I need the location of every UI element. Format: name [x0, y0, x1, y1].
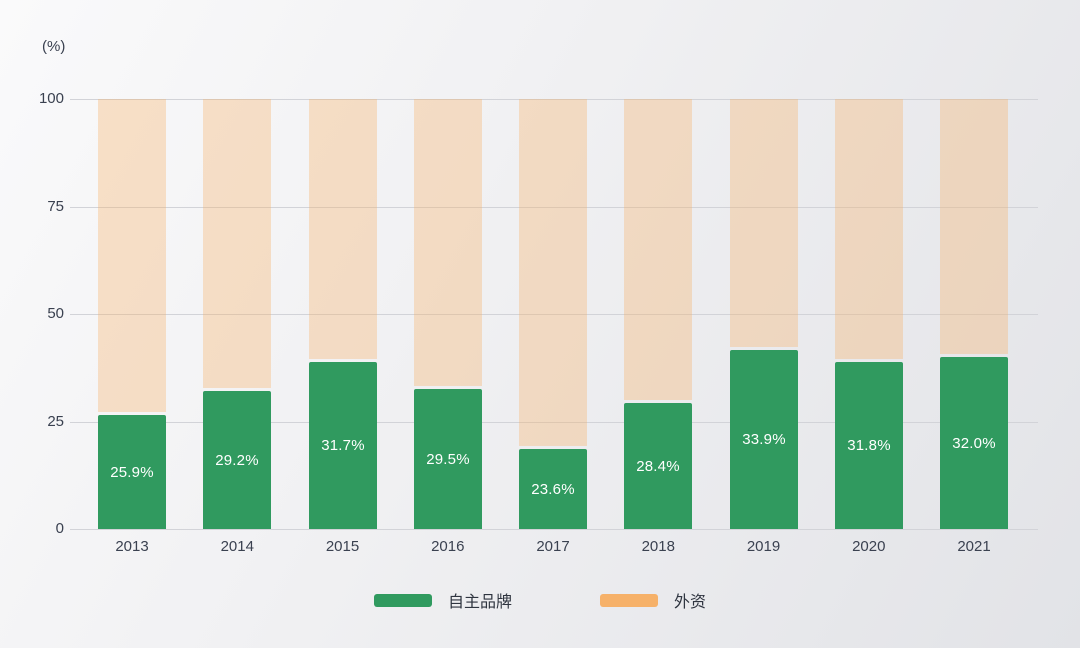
bar-value-label-2018: 28.4%	[636, 457, 680, 475]
gridline-25	[70, 421, 1038, 423]
domestic-bar-segment-2017: 23.6%	[519, 449, 587, 529]
plot-area: 25.9% 29.2% 31.7% 29.5% 23.6% 28.4% 33.9% 31.8%…	[70, 99, 1038, 530]
gridline-75	[70, 206, 1038, 208]
bar-value-label-2019: 33.9%	[742, 431, 786, 448]
domestic-bar-segment-2013: 25.9%	[98, 415, 166, 529]
domestic-bar-segment-2019: 33.9%	[730, 350, 798, 529]
domestic-bar-segment-2016: 29.5%	[414, 389, 482, 529]
y-tick-label-0: 0	[55, 520, 64, 537]
gridline-0	[70, 529, 1038, 530]
legend-item-foreign: 外资	[600, 588, 706, 612]
domestic-bar-segment-2014: 29.2%	[203, 391, 271, 529]
gridline-100	[70, 99, 1038, 100]
foreign-bar-segment-2017	[519, 99, 587, 446]
foreign-bar-segment-2021	[940, 99, 1008, 354]
foreign-bar-segment-2014	[203, 99, 271, 388]
gridline-50	[70, 314, 1038, 315]
foreign-bar-segment-2016	[414, 99, 482, 386]
bar-value-label-2020: 31.8%	[847, 437, 891, 454]
x-axis-label-2013: 2013	[115, 538, 149, 555]
x-axis-label-2017: 2017	[536, 538, 570, 555]
y-tick-label-100: 100	[38, 90, 64, 107]
bar-value-label-2015: 31.7%	[321, 437, 365, 454]
legend-item-domestic: 自主品牌	[373, 588, 512, 612]
x-axis-label-2020: 2020	[852, 538, 886, 555]
legend-label-domestic: 自主品牌	[447, 594, 512, 611]
y-tick-label-50: 50	[47, 305, 64, 322]
domestic-bar-segment-2015: 31.7%	[309, 362, 377, 529]
domestic-bar-segment-2021: 32.0%	[940, 357, 1008, 529]
domestic-bar-segment-2020: 31.8%	[835, 362, 903, 529]
bar-value-label-2017: 23.6%	[531, 480, 575, 498]
y-axis-unit-label: (%)	[42, 38, 66, 55]
foreign-bar-segment-2019	[730, 99, 798, 347]
legend-swatch-foreign	[600, 593, 658, 607]
foreign-bar-segment-2015	[309, 99, 377, 359]
y-tick-label-25: 25	[47, 412, 64, 430]
bar-value-label-2016: 29.5%	[426, 450, 470, 468]
foreign-bar-segment-2020	[835, 99, 903, 359]
x-axis-label-2019: 2019	[746, 538, 781, 555]
bar-value-label-2014: 29.2%	[215, 451, 259, 469]
bar-value-label-2013: 25.9%	[110, 463, 154, 481]
x-axis-label-2014: 2014	[220, 538, 254, 555]
domestic-bar-segment-2018: 28.4%	[624, 403, 692, 529]
y-tick-label-75: 75	[47, 197, 64, 215]
x-axis-label-2018: 2018	[641, 538, 675, 555]
x-axis-label-2021: 2021	[957, 538, 991, 555]
foreign-bar-segment-2018	[624, 99, 692, 400]
legend-swatch-domestic	[373, 593, 432, 607]
bar-value-label-2021: 32.0%	[952, 434, 996, 452]
x-axis-label-2016: 2016	[431, 538, 465, 555]
legend: 自主品牌 外资	[0, 588, 1080, 612]
legend-label-foreign: 外资	[674, 594, 707, 611]
foreign-bar-segment-2013	[98, 99, 166, 412]
x-axis-label-2015: 2015	[325, 538, 360, 555]
